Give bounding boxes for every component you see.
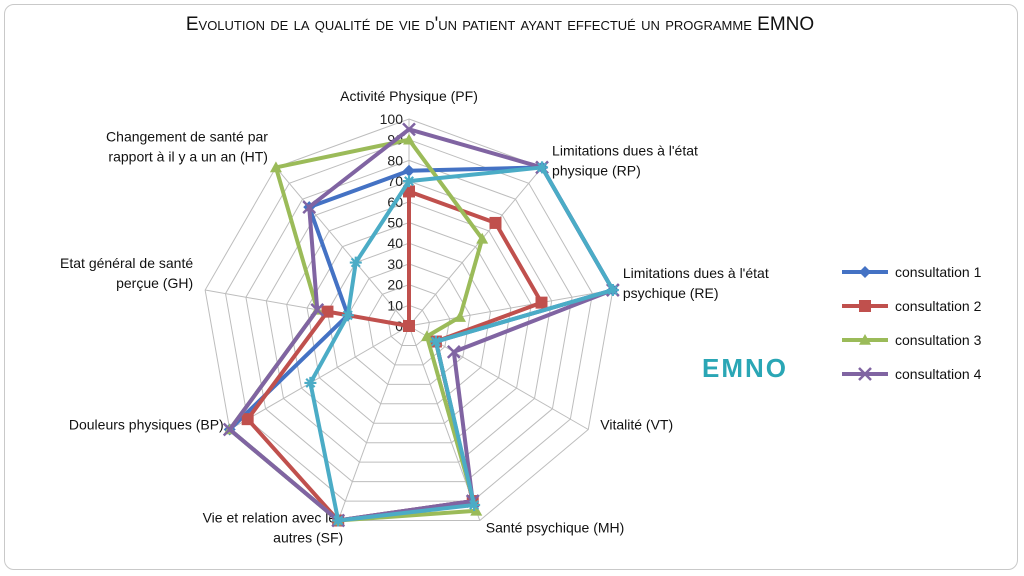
axis-label-line: autres (SF) bbox=[273, 530, 343, 546]
legend-item: consultation 3 bbox=[842, 332, 982, 348]
data-point bbox=[468, 498, 481, 511]
axis-label: Limitations dues à l'état psychique (RE) bbox=[623, 265, 769, 301]
data-point bbox=[489, 216, 502, 229]
grid-spoke bbox=[275, 167, 410, 327]
data-point bbox=[403, 175, 415, 188]
axis-label: Vitalité (VT) bbox=[600, 417, 673, 433]
data-point bbox=[859, 334, 871, 345]
emno-logo-text: EMNO bbox=[702, 353, 788, 383]
data-point bbox=[453, 311, 466, 322]
grid-ring bbox=[347, 263, 471, 385]
grid-ring bbox=[245, 159, 573, 483]
data-point bbox=[321, 305, 334, 318]
axis-labels: Activité Physique (PF) Limitations dues à… bbox=[60, 88, 769, 546]
legend-item: consultation 1 bbox=[842, 264, 982, 280]
axis-label: Limitations dues à l'état physique (RP) bbox=[552, 142, 698, 178]
axis-label-line: Santé psychique (MH) bbox=[486, 520, 625, 536]
grid-spoke bbox=[229, 325, 410, 430]
data-point bbox=[403, 133, 415, 145]
grid-spoke bbox=[408, 167, 543, 327]
axis-label-line: physique (RP) bbox=[552, 162, 641, 178]
axis-label-line: Limitations dues à l'état bbox=[552, 142, 698, 158]
legend: consultation 1 consultation 2 consultation… bbox=[842, 264, 982, 382]
data-point bbox=[446, 344, 461, 359]
r-tick-label: 40 bbox=[387, 235, 403, 251]
data-point bbox=[222, 422, 237, 437]
grid-ring bbox=[388, 304, 430, 346]
data-point bbox=[349, 256, 362, 269]
data-point bbox=[269, 161, 282, 173]
grid-spoke bbox=[408, 289, 613, 327]
data-point bbox=[470, 504, 483, 516]
series-group bbox=[222, 122, 620, 528]
data-point bbox=[429, 335, 442, 348]
data-point bbox=[310, 302, 325, 317]
axis-label-line: psychique (RE) bbox=[623, 285, 719, 301]
series-line bbox=[227, 137, 485, 523]
data-point bbox=[536, 161, 549, 174]
data-point bbox=[420, 330, 433, 342]
data-point bbox=[403, 320, 415, 332]
chart-title: Evolution de la qualité de vie d'un pati… bbox=[186, 14, 814, 35]
legend-item: consultation 2 bbox=[842, 298, 982, 314]
axis-label: Etat général de santé perçue (GH) bbox=[60, 255, 193, 291]
data-point bbox=[859, 300, 871, 312]
chart-frame bbox=[4, 4, 1018, 570]
legend-label: consultation 4 bbox=[895, 366, 982, 382]
data-point bbox=[241, 413, 254, 426]
r-tick-label: 50 bbox=[387, 215, 403, 231]
grid-ring bbox=[265, 180, 553, 463]
legend-item: consultation 4 bbox=[842, 366, 982, 382]
axis-label-line: Douleurs physiques (BP) bbox=[69, 417, 224, 433]
data-point bbox=[332, 514, 345, 527]
grid-ring bbox=[367, 284, 451, 366]
data-point bbox=[476, 232, 489, 244]
grid-spoke bbox=[337, 325, 410, 521]
data-point bbox=[606, 284, 619, 297]
series-line bbox=[227, 165, 615, 523]
grid-ring bbox=[225, 139, 593, 502]
data-point bbox=[402, 122, 416, 137]
axis-label: Vie et relation avec les autres (SF) bbox=[203, 510, 344, 546]
r-tick-label: 100 bbox=[380, 111, 404, 127]
legend-label: consultation 3 bbox=[895, 332, 982, 348]
axis-label: Douleurs physiques (BP) bbox=[69, 417, 224, 433]
axis-label: Changement de santé par rapport à il y a … bbox=[106, 128, 268, 164]
series bbox=[304, 161, 619, 527]
axis-label-line: Vitalité (VT) bbox=[600, 417, 673, 433]
series bbox=[222, 122, 620, 528]
series-line bbox=[308, 165, 615, 523]
legend-label: consultation 2 bbox=[895, 298, 982, 314]
grid-ring bbox=[286, 201, 532, 444]
r-tick-label: 20 bbox=[387, 277, 403, 293]
axis-label-line: Changement de santé par bbox=[106, 128, 268, 144]
axis-label-line: Activité Physique (PF) bbox=[340, 88, 478, 104]
data-point bbox=[403, 164, 415, 177]
axis-label-line: Etat général de santé bbox=[60, 255, 193, 271]
data-point bbox=[341, 309, 354, 322]
r-tick-label: 80 bbox=[387, 152, 403, 168]
data-point bbox=[302, 200, 317, 214]
data-point bbox=[858, 367, 872, 381]
axis-label: Santé psychique (MH) bbox=[486, 520, 625, 536]
grid-ring bbox=[306, 221, 512, 424]
r-tick-label: 10 bbox=[387, 297, 403, 313]
series bbox=[223, 133, 489, 526]
axis-label-line: perçue (GH) bbox=[116, 275, 193, 291]
data-point bbox=[535, 296, 548, 309]
axis-label-line: rapport à il y a un an (HT) bbox=[108, 148, 268, 164]
grid-ring bbox=[326, 242, 492, 405]
data-point bbox=[304, 376, 317, 389]
axis-label: Activité Physique (PF) bbox=[340, 88, 478, 104]
data-point bbox=[859, 266, 871, 278]
r-tick-label: 30 bbox=[387, 256, 403, 272]
axis-label-line: Vie et relation avec les bbox=[203, 510, 344, 526]
legend-label: consultation 1 bbox=[895, 264, 982, 280]
axis-label-line: Limitations dues à l'état bbox=[623, 265, 769, 281]
